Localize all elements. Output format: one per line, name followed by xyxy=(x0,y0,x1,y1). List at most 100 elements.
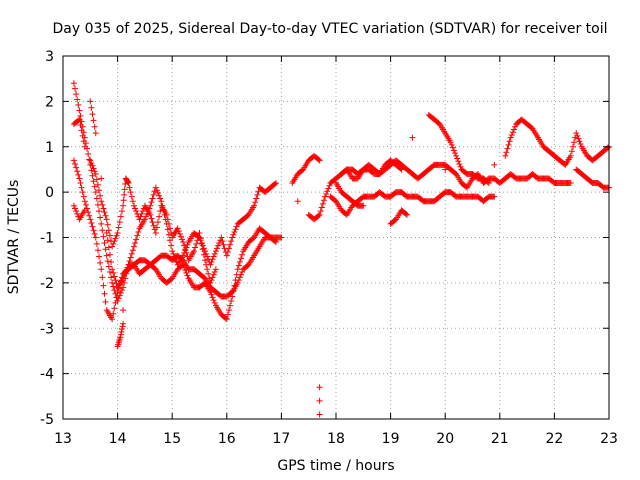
data-point-fill xyxy=(315,156,322,163)
data-point-fill xyxy=(82,201,89,208)
data-point-fill xyxy=(455,158,462,165)
data-point xyxy=(234,266,241,273)
data-point xyxy=(201,257,208,264)
data-point-fill xyxy=(184,241,191,248)
data-point-fill xyxy=(224,311,231,318)
data-point-fill xyxy=(236,274,243,281)
data-point-fill xyxy=(128,193,135,200)
data-point-fill xyxy=(102,212,109,219)
data-point-fill xyxy=(153,187,160,194)
data-point-fill xyxy=(72,85,79,92)
data-point xyxy=(272,180,279,187)
data-point-fill xyxy=(129,247,136,254)
data-point xyxy=(152,229,159,236)
data-point-fill xyxy=(200,245,207,252)
data-point-fill xyxy=(138,210,145,217)
data-point-fill xyxy=(271,238,278,245)
data-point-fill xyxy=(75,102,82,109)
data-point xyxy=(278,234,285,241)
data-point-fill xyxy=(199,246,206,253)
data-point-fill xyxy=(177,233,184,240)
data-point-fill xyxy=(235,277,242,284)
data-point-fill xyxy=(318,204,325,211)
data-point xyxy=(92,189,99,196)
x-tick-label: 15 xyxy=(163,431,181,447)
data-point-fill xyxy=(88,219,95,226)
x-axis-label: GPS time / hours xyxy=(277,458,394,474)
data-point-fill xyxy=(94,181,101,188)
data-point-fill xyxy=(129,198,136,205)
data-point-fill xyxy=(239,268,246,275)
data-point-fill xyxy=(167,225,174,232)
data-point xyxy=(141,216,148,223)
data-point-fill xyxy=(77,121,84,128)
data-point-fill xyxy=(99,201,106,208)
data-point-fill xyxy=(456,160,463,167)
data-point-fill xyxy=(149,219,156,226)
data-point-fill xyxy=(397,165,404,172)
data-point xyxy=(136,216,143,223)
chart-title: Day 035 of 2025, Sidereal Day-to-day VTE… xyxy=(52,21,607,37)
data-point-fill xyxy=(510,126,517,133)
data-point-fill xyxy=(79,132,86,139)
data-point-fill xyxy=(237,255,244,262)
x-tick-label: 20 xyxy=(436,431,454,447)
data-point-fill xyxy=(209,256,216,263)
data-point-fill xyxy=(452,150,459,157)
data-point xyxy=(109,243,116,250)
data-point-fill xyxy=(123,267,130,274)
data-point-fill xyxy=(508,131,515,138)
data-point xyxy=(409,134,416,141)
data-point xyxy=(120,307,127,314)
data-point-fill xyxy=(137,213,144,220)
data-point-fill xyxy=(568,148,575,155)
data-point-fill xyxy=(88,160,95,167)
series-track-i xyxy=(316,180,410,418)
data-point-fill xyxy=(112,277,119,284)
data-point-fill xyxy=(193,240,200,247)
data-point-fill xyxy=(571,139,578,146)
data-points xyxy=(70,80,612,418)
data-point-fill xyxy=(121,272,128,279)
data-point xyxy=(120,202,127,209)
data-point-fill xyxy=(112,235,119,242)
data-point-fill xyxy=(165,220,172,227)
data-point-fill xyxy=(117,331,124,338)
y-tick-label: -2 xyxy=(40,276,54,292)
data-point-fill xyxy=(117,213,124,220)
data-point-fill xyxy=(132,205,139,212)
data-point-fill xyxy=(111,305,118,312)
data-point-fill xyxy=(108,274,115,281)
data-point-fill xyxy=(216,239,223,246)
series-track-g xyxy=(425,111,612,187)
data-point-fill xyxy=(74,168,81,175)
y-tick-label: 0 xyxy=(45,185,54,201)
data-point-fill xyxy=(86,212,93,219)
data-point-fill xyxy=(215,242,222,249)
data-point xyxy=(87,216,94,223)
data-point-fill xyxy=(91,168,98,175)
data-point-fill xyxy=(105,244,112,251)
data-point-fill xyxy=(75,117,82,124)
data-point-fill xyxy=(208,259,215,266)
data-point-fill xyxy=(108,259,115,266)
data-point xyxy=(109,266,116,273)
series-track-h xyxy=(338,134,612,191)
data-point-fill xyxy=(90,227,97,234)
data-point xyxy=(223,252,230,259)
data-point-fill xyxy=(93,176,100,183)
series-track-a xyxy=(70,80,279,305)
data-point-fill xyxy=(121,191,128,198)
data-point xyxy=(120,275,127,282)
data-point-fill xyxy=(208,277,215,284)
data-point-fill xyxy=(120,197,127,204)
data-point xyxy=(272,239,279,246)
data-point-fill xyxy=(225,307,232,314)
data-point-fill xyxy=(208,291,215,298)
data-point-fill xyxy=(156,213,163,220)
y-tick-label: 3 xyxy=(45,49,54,65)
series-track-b xyxy=(70,157,285,323)
data-point-fill xyxy=(211,299,218,306)
x-tick-label: 13 xyxy=(54,431,72,447)
data-point xyxy=(103,252,110,259)
